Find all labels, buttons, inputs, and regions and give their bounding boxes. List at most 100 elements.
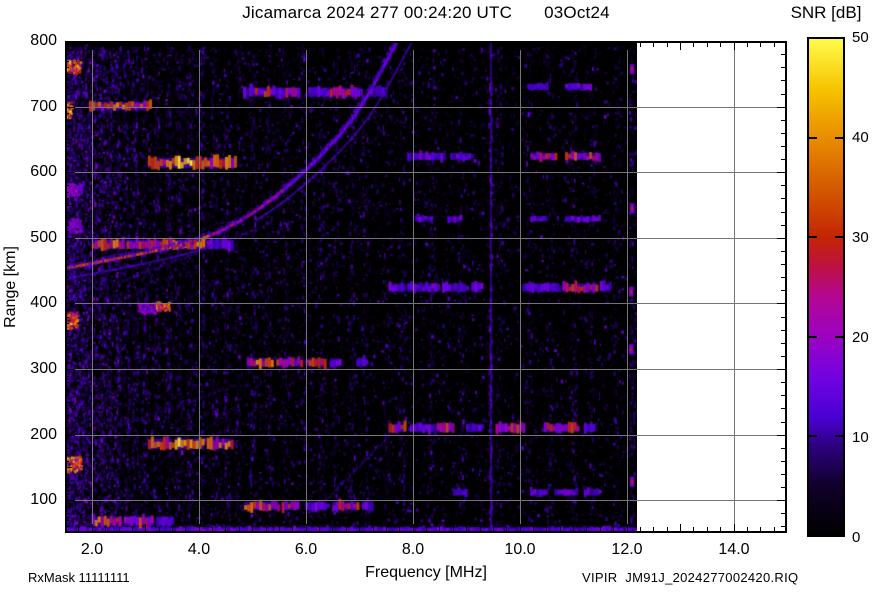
y-axis-tick xyxy=(777,303,787,305)
y-axis-tick xyxy=(781,329,787,331)
colorbar-tick xyxy=(835,137,843,139)
rx-mask-text: RxMask 11111111 xyxy=(28,570,130,585)
x-axis-tick xyxy=(653,527,655,533)
x-axis-tick xyxy=(706,41,708,47)
x-axis-tick-label: 4.0 xyxy=(187,541,211,558)
x-axis-tick xyxy=(746,41,748,47)
x-axis-tick xyxy=(706,527,708,533)
y-axis-tick-label: 500 xyxy=(30,229,57,246)
y-axis-tick xyxy=(781,132,787,134)
y-axis-tick xyxy=(781,80,787,82)
y-axis-tick-label: 300 xyxy=(30,360,57,377)
colorbar-tick xyxy=(809,435,817,437)
y-axis-tick xyxy=(777,500,787,502)
y-axis-tick xyxy=(781,342,787,344)
y-axis-tick xyxy=(781,421,787,423)
y-axis-tick-label: 200 xyxy=(30,426,57,443)
colorbar-tick xyxy=(809,236,817,238)
y-axis-tick xyxy=(781,447,787,449)
y-axis-tick xyxy=(781,67,787,69)
y-axis-tick xyxy=(781,54,787,56)
y-axis-tick xyxy=(781,290,787,292)
colorbar-tick-label: 50 xyxy=(852,29,869,46)
x-axis-tick xyxy=(733,41,735,50)
y-axis-tick xyxy=(781,250,787,252)
x-axis-tick xyxy=(639,41,641,47)
y-axis-tick xyxy=(781,316,787,318)
y-axis-tick-label: 400 xyxy=(30,294,57,311)
x-axis-tick-label: 12.0 xyxy=(611,541,643,558)
x-axis-tick-label: 8.0 xyxy=(401,541,425,558)
y-axis-tick xyxy=(781,277,787,279)
y-axis-tick xyxy=(781,355,787,357)
colorbar-tick-label: 40 xyxy=(852,129,869,146)
colorbar xyxy=(807,37,845,537)
y-axis-tick xyxy=(781,526,787,528)
y-axis-tick-label: 800 xyxy=(30,32,57,49)
colorbar-title: SNR [dB] xyxy=(790,3,862,22)
colorbar-tick xyxy=(809,137,817,139)
x-axis-tick-label: 10.0 xyxy=(504,541,536,558)
y-axis-tick xyxy=(781,93,787,95)
x-axis-tick xyxy=(720,41,722,47)
y-axis-tick xyxy=(777,434,787,436)
source-file-text: VIPIR JM91J_2024277002420.RIQ xyxy=(582,570,799,585)
x-axis-tick xyxy=(760,41,762,47)
chart-title: Jicamarca 2024 277 00:24:20 UTC 03Oct24 xyxy=(65,3,787,23)
colorbar-tick xyxy=(835,336,843,338)
chart-title-timestamp: Jicamarca 2024 277 00:24:20 UTC xyxy=(242,3,513,22)
x-axis-tick xyxy=(653,41,655,47)
y-axis-tick xyxy=(781,474,787,475)
y-axis-tick xyxy=(781,395,787,397)
x-axis-tick-label: 6.0 xyxy=(294,541,318,558)
x-axis-tick xyxy=(693,527,695,533)
x-axis-tick xyxy=(760,527,762,533)
x-axis-tick xyxy=(773,41,775,47)
x-axis-tick xyxy=(666,41,668,47)
gridline-vertical xyxy=(733,41,735,533)
x-axis-label: Frequency [MHz] xyxy=(365,564,487,581)
y-axis-tick xyxy=(781,119,787,121)
y-axis-tick xyxy=(781,224,787,226)
x-axis-tick xyxy=(733,524,735,533)
y-axis-tick xyxy=(777,369,787,370)
colorbar-tick xyxy=(835,435,843,437)
ionogram-heatmap xyxy=(65,41,637,533)
y-axis-label: Range [km] xyxy=(2,246,19,328)
y-axis-tick xyxy=(781,513,787,515)
y-axis-tick xyxy=(781,198,787,200)
y-axis-tick xyxy=(781,264,787,265)
y-axis-tick xyxy=(781,408,787,410)
y-axis-tick xyxy=(781,146,787,147)
colorbar-tick xyxy=(835,236,843,238)
y-axis-tick xyxy=(781,487,787,489)
y-axis-tick-label: 700 xyxy=(30,98,57,115)
x-axis-tick xyxy=(773,527,775,533)
y-axis-tick xyxy=(781,382,787,384)
y-axis-tick-label: 100 xyxy=(30,491,57,508)
x-axis-tick xyxy=(693,41,695,47)
y-axis-tick-label: 600 xyxy=(30,163,57,180)
x-axis-tick-label: 14.0 xyxy=(718,541,750,558)
colorbar-tick-label: 0 xyxy=(852,529,861,546)
colorbar-tick-label: 20 xyxy=(852,329,869,346)
x-axis-tick xyxy=(680,524,681,533)
chart-title-date: 03Oct24 xyxy=(544,3,610,22)
y-axis-tick xyxy=(781,460,787,462)
y-axis-tick xyxy=(777,106,787,108)
y-axis-tick xyxy=(781,211,787,213)
x-axis-tick-label: 2.0 xyxy=(80,541,104,558)
y-axis-tick xyxy=(781,185,787,187)
y-axis-tick xyxy=(777,172,787,174)
y-axis-tick xyxy=(781,159,787,161)
y-axis-tick xyxy=(777,237,787,239)
colorbar-tick xyxy=(809,336,817,338)
x-axis-tick xyxy=(666,527,668,533)
colorbar-tick-label: 10 xyxy=(852,429,869,446)
x-axis-tick xyxy=(746,527,748,533)
colorbar-tick-label: 30 xyxy=(852,229,869,246)
x-axis-tick xyxy=(680,41,681,50)
x-axis-tick xyxy=(639,527,641,533)
x-axis-tick xyxy=(720,527,722,533)
